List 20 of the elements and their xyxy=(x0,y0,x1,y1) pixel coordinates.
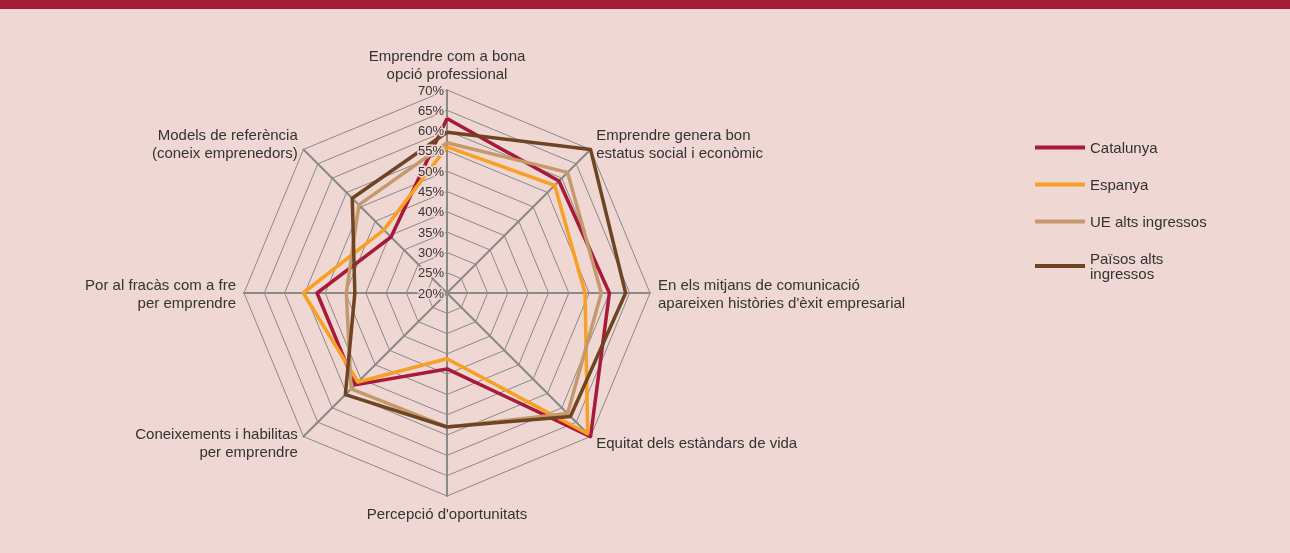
y-tick-label: 30% xyxy=(417,244,445,260)
y-tick-label: 40% xyxy=(417,204,445,220)
y-tick-label: 35% xyxy=(417,224,445,240)
legend-label: Catalunya xyxy=(1090,139,1159,156)
spoke-label: Models de referència (coneix emprenedors) xyxy=(151,126,299,162)
spoke-label: En els mitjans de comunicació apareixen històries d'èxit empresarial xyxy=(658,275,906,311)
legend-label: Espanya xyxy=(1090,176,1150,193)
spoke-label: Percepció d'oportunitats xyxy=(366,504,528,522)
y-tick-label: 45% xyxy=(417,184,445,199)
y-tick-label: 20% xyxy=(417,285,445,301)
y-tick-label: 65% xyxy=(417,102,445,118)
spoke-label: Coneixements i habilitas per emprendre xyxy=(135,424,298,460)
legend-label: UE alts ingressos xyxy=(1090,213,1207,230)
spoke-label: Por al fracàs com a fre per emprendre xyxy=(85,275,236,311)
legend-label: Països alts ingressos xyxy=(1090,250,1168,282)
spoke-label: Emprendre com a bona opció professional xyxy=(368,46,527,82)
spoke-label: Emprendre genera bon estatus social i econòmic xyxy=(596,126,764,162)
y-tick-label: 25% xyxy=(417,265,445,281)
y-tick-label: 70% xyxy=(417,82,445,98)
spoke-label: Equitat dels estàndars de vida xyxy=(596,433,798,451)
